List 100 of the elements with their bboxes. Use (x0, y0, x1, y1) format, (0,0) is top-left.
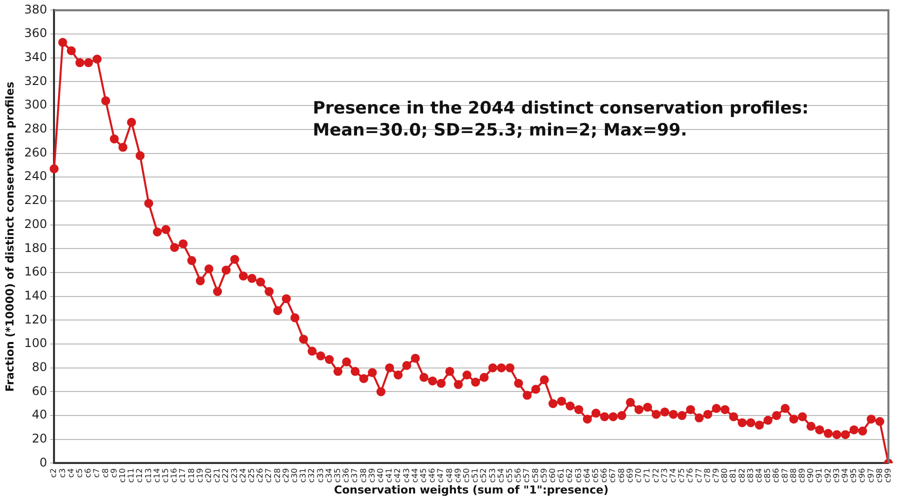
x-tick-label: c31 (298, 468, 308, 483)
y-tick-label: 340 (24, 50, 48, 64)
x-tick-label: c41 (384, 468, 394, 483)
x-tick-label: c95 (849, 468, 858, 483)
x-tick-label: c38 (358, 468, 368, 483)
x-tick-label: c7 (92, 468, 102, 478)
x-tick-label: c17 (178, 468, 188, 483)
x-tick-label: c19 (195, 468, 204, 483)
x-tick-label: c87 (780, 468, 790, 483)
x-tick-label: c77 (694, 468, 704, 483)
x-tick-label: c34 (324, 468, 334, 483)
y-axis-title: Fraction (*10000) of distinct conservation profiles (3, 81, 16, 392)
x-tick-label: c25 (247, 468, 256, 483)
x-tick-label: c9 (109, 468, 118, 478)
x-tick-label: c56 (514, 468, 523, 483)
y-tick-label: 180 (24, 240, 48, 255)
x-tick-label: c30 (290, 468, 300, 483)
x-tick-label: c21 (212, 468, 222, 483)
x-tick-label: c98 (874, 468, 884, 483)
x-tick-label: c90 (806, 468, 816, 483)
x-tick-label: c36 (342, 468, 351, 483)
x-tick-label: c16 (170, 468, 179, 483)
x-tick-label: c6 (84, 468, 93, 478)
x-tick-label: c85 (763, 468, 772, 483)
x-tick-label: c61 (556, 468, 566, 483)
x-tick-label: c3 (58, 468, 67, 478)
x-tick-label: c68 (616, 468, 626, 483)
x-tick-label: c24 (238, 468, 248, 483)
x-tick-label: c88 (788, 468, 798, 483)
x-tick-label: c54 (496, 468, 506, 483)
x-tick-label: c13 (144, 468, 153, 483)
x-tick-label: c29 (281, 468, 290, 483)
y-tick-label: 20 (32, 432, 48, 446)
x-tick-label: c12 (135, 468, 144, 483)
x-tick-label: c82 (737, 468, 746, 483)
x-tick-label: c97 (866, 468, 876, 483)
y-tick-label: 60 (32, 384, 48, 398)
x-tick-label: c32 (307, 468, 316, 483)
x-tick-label: c96 (858, 468, 867, 483)
x-tick-label: c2 (49, 468, 58, 478)
x-tick-label: c35 (333, 468, 342, 483)
x-tick-label: c58 (530, 468, 540, 483)
x-tick-label: c94 (840, 468, 850, 483)
x-tick-label: c48 (444, 468, 454, 483)
x-tick-label: c78 (702, 468, 712, 483)
x-tick-label: c74 (668, 468, 678, 483)
x-tick-label: c64 (582, 468, 592, 483)
x-tick-label: c47 (436, 468, 446, 483)
x-tick-label: c53 (488, 468, 497, 483)
x-tick-label: c20 (204, 468, 213, 483)
x-tick-label: c40 (376, 468, 386, 483)
x-tick-label: c99 (883, 468, 892, 483)
x-tick-label: c33 (316, 468, 325, 483)
x-tick-label: c26 (256, 468, 265, 483)
y-tick-label: 140 (24, 288, 48, 302)
y-tick-label: 100 (24, 336, 48, 350)
x-tick-label: c15 (160, 468, 170, 483)
x-tick-label: c69 (625, 468, 634, 483)
x-tick-label: c79 (711, 468, 720, 483)
x-tick-label: c73 (660, 468, 669, 483)
x-tick-label: c49 (453, 468, 462, 483)
y-tick-label: 260 (24, 145, 48, 160)
x-tick-label: c89 (797, 468, 806, 483)
annotation: Presence in the 2044 distinct conservation profiles: Mean=30.0; SD=25.3; min=2; Max=99. (312, 98, 809, 141)
y-tick-label: 240 (24, 169, 48, 184)
x-tick-label: c93 (832, 468, 841, 483)
y-tick-label: 360 (24, 26, 48, 40)
x-tick-label: c14 (152, 468, 162, 483)
x-tick-label: c66 (600, 468, 609, 483)
x-tick-label: c67 (608, 468, 618, 483)
x-tick-label: c65 (591, 468, 600, 483)
x-tick-label: c44 (410, 468, 420, 483)
x-tick-label: c28 (272, 468, 282, 483)
x-tick-label: c83 (746, 468, 755, 483)
x-tick-label: c18 (186, 468, 196, 483)
x-tick-label: c70 (634, 468, 644, 483)
x-tick-label: c75 (677, 468, 686, 483)
y-tick-label: 0 (39, 455, 48, 470)
x-tick-label: c52 (479, 468, 488, 483)
x-tick-label: c46 (428, 468, 437, 483)
y-tick-label: 380 (24, 2, 48, 16)
x-tick-label: c51 (470, 468, 480, 483)
x-tick-label: c72 (651, 468, 660, 483)
x-tick-label: c37 (350, 468, 360, 483)
x-tick-label: c10 (118, 468, 127, 483)
x-tick-label: c76 (686, 468, 695, 483)
y-tick-label: 300 (24, 98, 48, 112)
x-tick-label: c5 (74, 468, 84, 478)
y-tick-label: 120 (24, 312, 48, 326)
x-tick-label: c23 (230, 468, 239, 483)
x-tick-label: c4 (66, 468, 76, 478)
y-tick-label: 220 (24, 193, 48, 208)
x-tick-label: c71 (642, 468, 652, 483)
x-tick-label: c91 (814, 468, 824, 483)
x-tick-label: c86 (772, 468, 781, 483)
x-tick-label: c11 (126, 468, 136, 483)
y-tick-label: 80 (32, 360, 48, 374)
x-tick-label: c60 (548, 468, 558, 483)
y-tick-label: 40 (32, 408, 48, 422)
x-tick-label: c92 (823, 468, 832, 483)
